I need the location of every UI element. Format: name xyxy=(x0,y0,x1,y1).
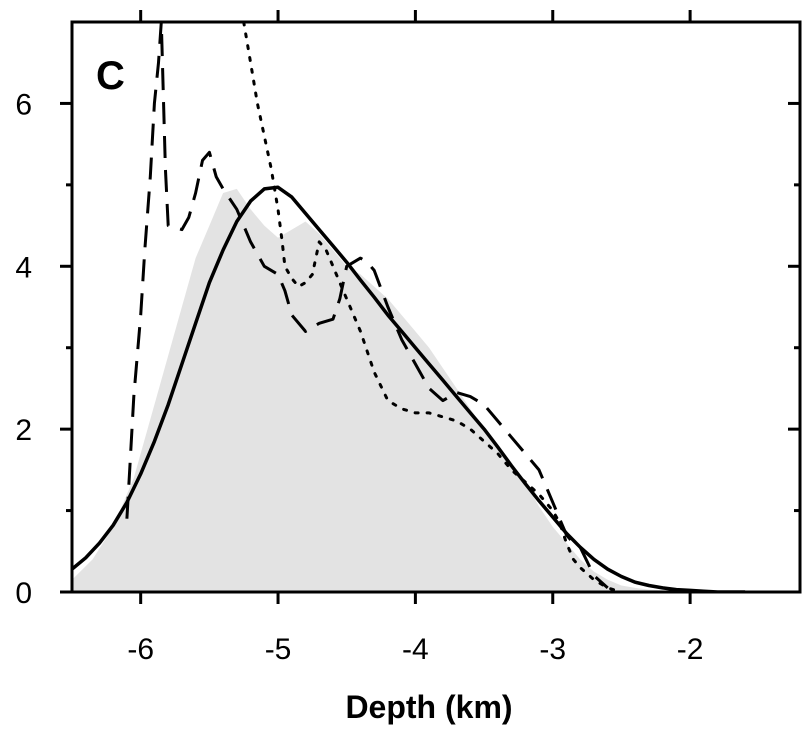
y-tick-label: 4 xyxy=(15,251,32,284)
x-tick-label: -3 xyxy=(539,633,566,666)
series-0-area xyxy=(72,188,759,592)
x-axis-title: Depth (km) xyxy=(345,689,512,725)
series-2-dashed-line xyxy=(125,22,609,590)
x-tick-label: -4 xyxy=(402,633,429,666)
y-tick-label: 6 xyxy=(15,88,32,121)
y-tick-label: 0 xyxy=(15,577,32,610)
x-tick-label: -5 xyxy=(265,633,292,666)
axes: -6 -5 -4 -3 -2 0 2 4 6 xyxy=(15,10,802,666)
plot-frame xyxy=(70,20,802,594)
panel-label: C xyxy=(96,54,125,98)
series-1-solid-line xyxy=(72,185,746,592)
series-3-dotted-line xyxy=(242,22,623,592)
plot-content xyxy=(72,22,759,592)
y-tick-label: 2 xyxy=(15,414,32,447)
x-tick-label: -2 xyxy=(677,633,704,666)
x-tick-label: -6 xyxy=(127,633,154,666)
